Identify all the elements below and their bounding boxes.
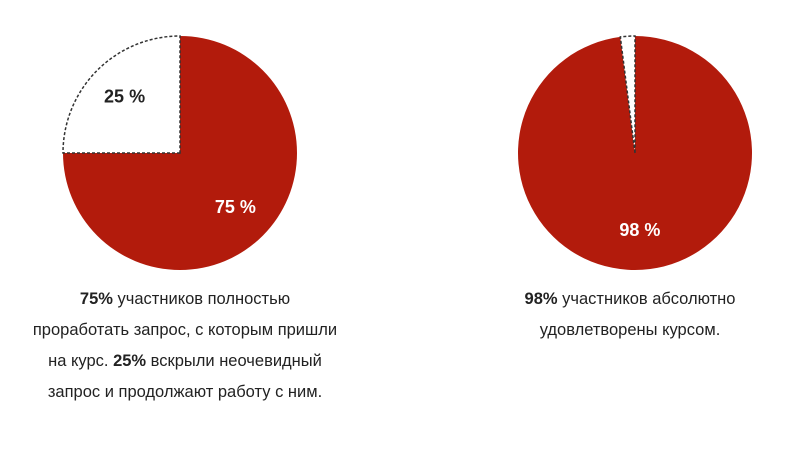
slice-label: 25 % — [104, 86, 145, 106]
caption-text: участников абсолютно удовлетворены курсо… — [539, 290, 736, 339]
pie-slice — [62, 35, 181, 154]
caption-emphasis: 98% — [524, 290, 558, 308]
caption-text: участников полностью проработать запрос,… — [32, 290, 338, 370]
caption-emphasis: 75% — [79, 290, 113, 308]
slice-label: 75 % — [215, 197, 256, 217]
pie-slice — [619, 35, 636, 154]
caption-text: вскрыли неочевидный запрос и продолжают … — [47, 352, 323, 401]
caption-emphasis: 25% — [113, 352, 147, 370]
slice-label: 98 % — [619, 220, 660, 240]
caption: 75% участников полностью проработать зап… — [30, 284, 340, 408]
caption: 98% участников абсолютно удовлетворены к… — [485, 284, 775, 346]
pie-slice — [518, 36, 753, 270]
